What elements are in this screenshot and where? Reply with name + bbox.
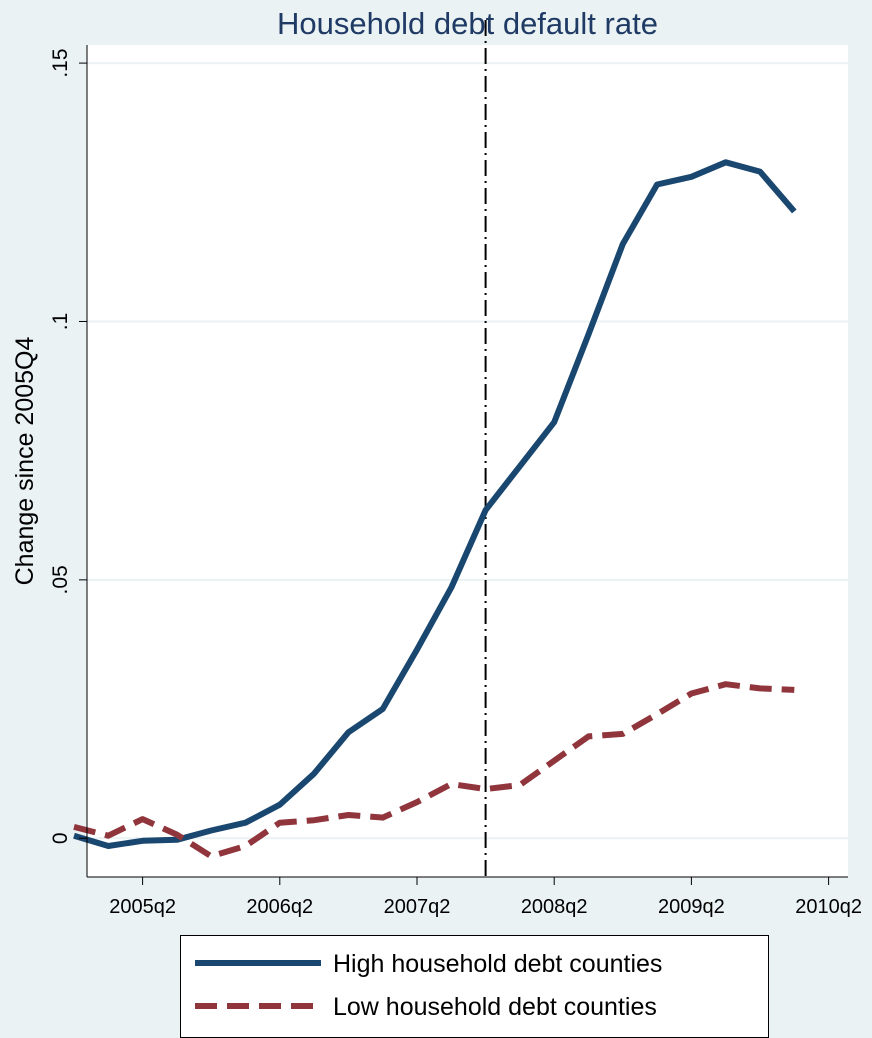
legend-swatch-low — [195, 1003, 321, 1009]
series-line-low-household-debt — [73, 681, 795, 860]
x-tick-label: 2008q2 — [521, 896, 588, 918]
x-ticks: 2005q2 2006q2 2007q2 2008q2 2009q2 2010q2 — [109, 877, 862, 918]
line-chart: 0 .05 .1 .15 2005q2 2006q2 2007q2 2008q2 2009q2… — [11, 20, 862, 918]
y-tick-label: .15 — [49, 48, 72, 77]
legend: High household debt counties Low househo… — [180, 935, 769, 1038]
y-axis-label: Change since 2005Q4 — [11, 337, 39, 586]
legend-label-high: High household debt counties — [333, 950, 663, 978]
x-tick-label: 2005q2 — [109, 896, 176, 918]
legend-label-low: Low household debt counties — [333, 993, 657, 1021]
plot-area — [87, 45, 848, 877]
y-ticks: 0 .05 .1 .15 — [49, 48, 87, 844]
chart-title: Household debt default rate — [277, 6, 658, 41]
legend-item-low: Low household debt counties — [181, 987, 768, 1027]
gridlines — [87, 62, 848, 840]
y-tick-label: 0 — [49, 832, 72, 844]
x-tick-label: 2010q2 — [795, 896, 862, 918]
legend-swatch-high — [195, 960, 321, 966]
y-tick-label: .05 — [49, 565, 72, 594]
x-tick-label: 2007q2 — [384, 896, 451, 918]
x-tick-label: 2009q2 — [658, 896, 725, 918]
x-tick-label: 2006q2 — [246, 896, 313, 918]
series-line-high-household-debt — [73, 159, 797, 849]
legend-item-high: High household debt counties — [181, 944, 768, 984]
y-tick-label: .1 — [49, 313, 72, 331]
series-lines — [73, 20, 797, 877]
